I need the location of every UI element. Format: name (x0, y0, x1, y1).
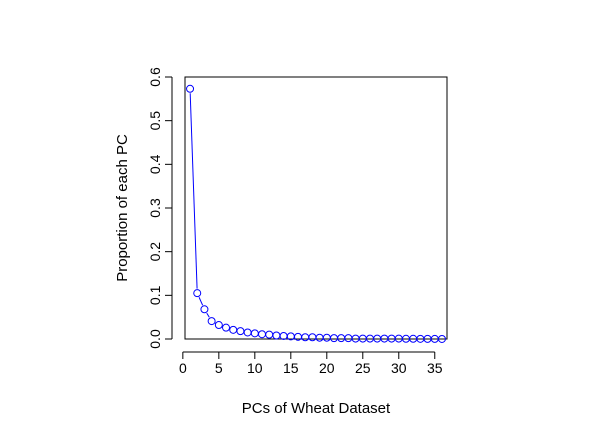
data-point (194, 290, 201, 297)
data-point (259, 331, 266, 338)
series-segment (199, 297, 203, 305)
data-point (273, 332, 280, 339)
y-axis: 0.0 0.1 0.2 0.3 0.4 0.5 0.6 (147, 67, 172, 349)
data-point (345, 335, 352, 342)
data-point (280, 332, 287, 339)
x-tick-label: 0 (179, 360, 187, 376)
x-axis-title: PCs of Wheat Dataset (242, 400, 391, 417)
x-tick-label: 20 (319, 360, 335, 376)
data-point (237, 328, 244, 335)
data-point (244, 329, 251, 336)
x-axis: 0 5 10 15 20 25 30 35 (179, 352, 443, 376)
y-tick-label: 0.3 (147, 198, 163, 218)
data-point (251, 330, 258, 337)
series-segment (190, 93, 197, 288)
data-point (330, 335, 337, 342)
x-tick-label: 5 (215, 360, 223, 376)
y-tick-label: 0.2 (147, 242, 163, 262)
x-tick-label: 35 (427, 360, 443, 376)
x-tick-label: 30 (391, 360, 407, 376)
data-point (223, 324, 230, 331)
y-tick-label: 0.5 (147, 111, 163, 131)
data-point (309, 334, 316, 341)
data-point (316, 334, 323, 341)
data-point (187, 85, 194, 92)
x-tick-label: 10 (247, 360, 263, 376)
series-segment (207, 313, 210, 317)
data-point (201, 306, 208, 313)
y-tick-label: 0.1 (147, 285, 163, 305)
plot-frame (185, 77, 447, 339)
y-tick-label: 0.4 (147, 154, 163, 174)
data-point (323, 334, 330, 341)
data-point (230, 326, 237, 333)
data-point (302, 334, 309, 341)
x-tick-label: 25 (355, 360, 371, 376)
y-tick-label: 0.6 (147, 67, 163, 87)
y-tick-label: 0.0 (147, 329, 163, 349)
data-point (266, 331, 273, 338)
data-point (215, 322, 222, 329)
data-point (338, 335, 345, 342)
x-tick-label: 15 (283, 360, 299, 376)
series-layer (187, 85, 446, 342)
data-point (208, 318, 215, 325)
y-axis-title: Proportion of each PC (114, 134, 131, 282)
